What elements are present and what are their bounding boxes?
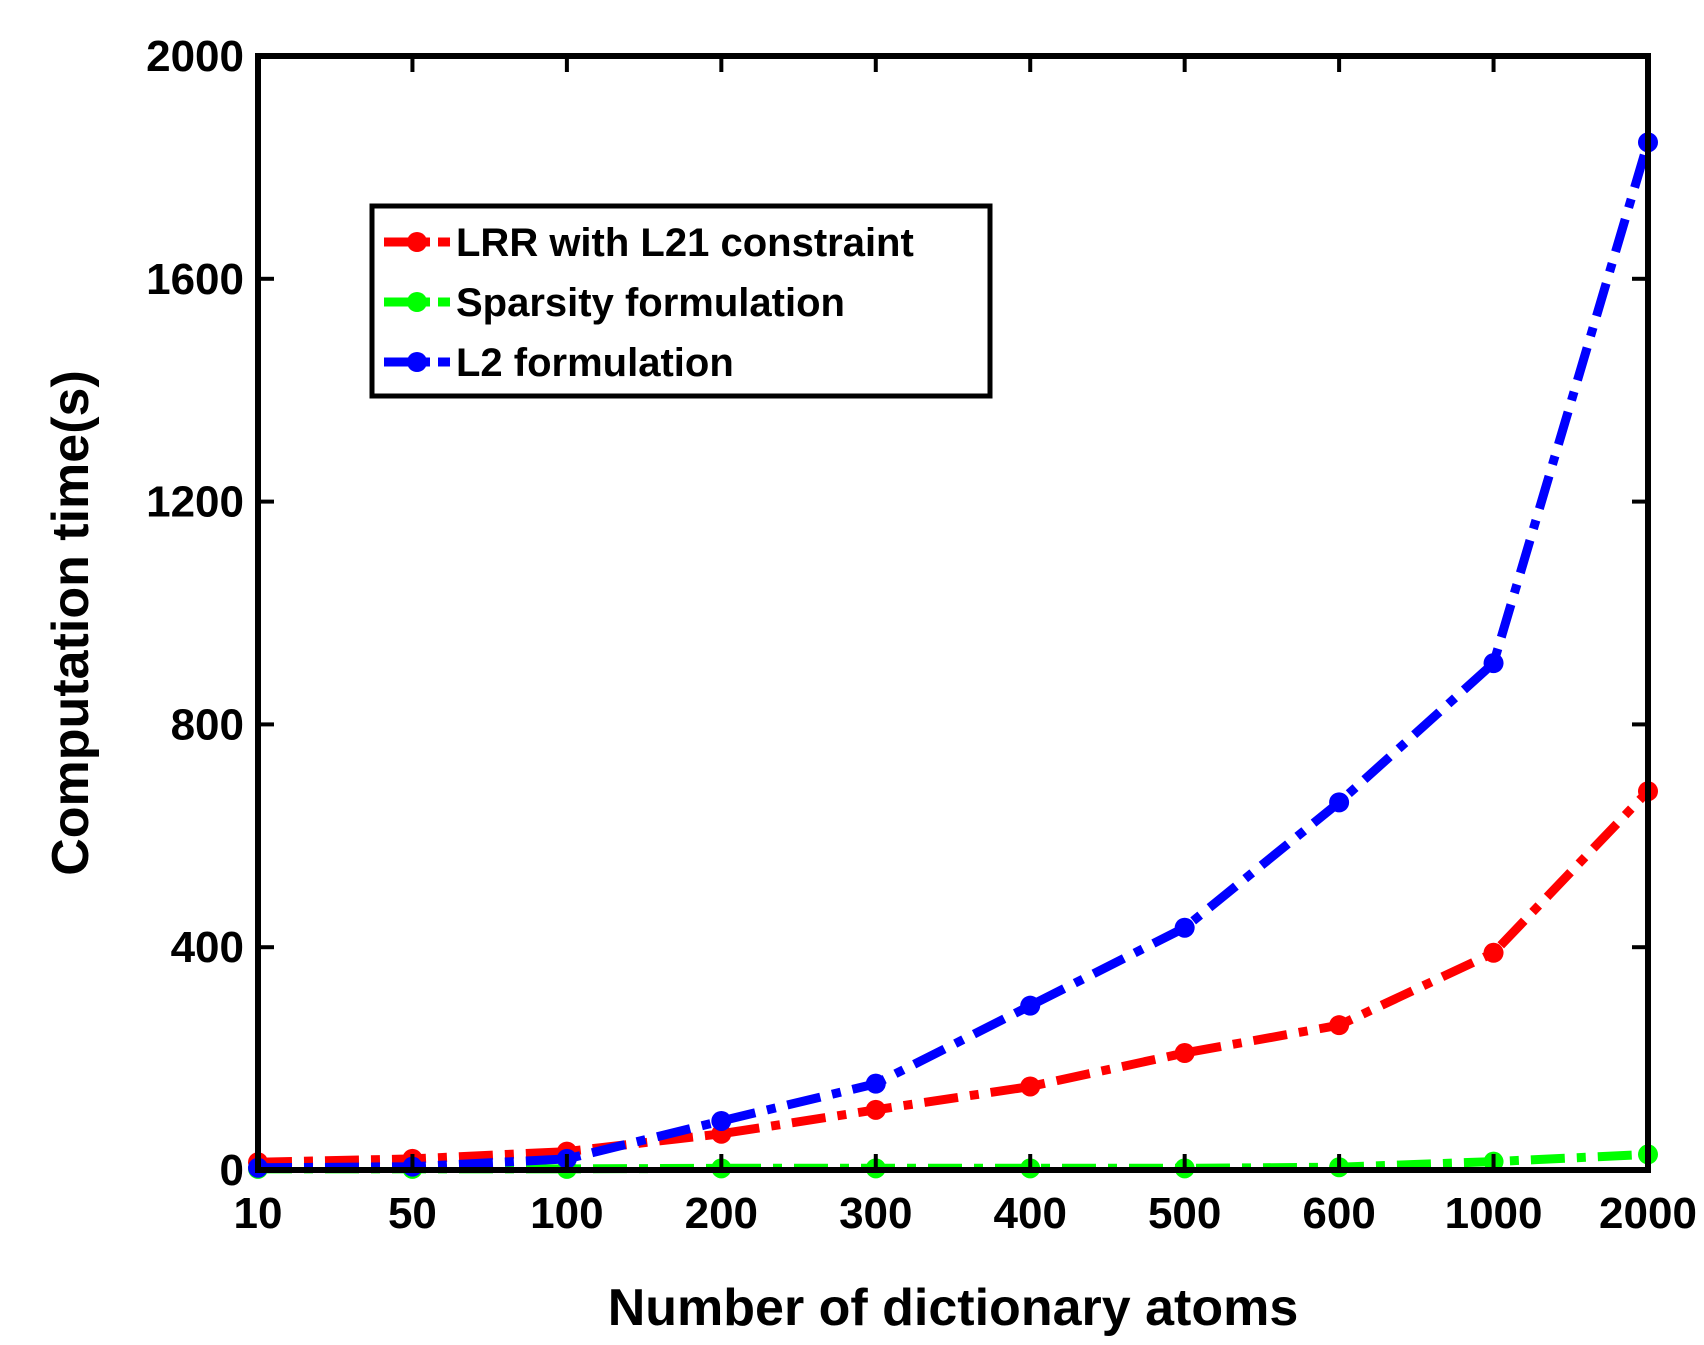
x-tick-label: 100 (530, 1189, 603, 1238)
data-point-1-8 (1329, 1015, 1350, 1036)
x-tick-label: 500 (1148, 1189, 1221, 1238)
legend-label-2: Sparsity formulation (456, 281, 845, 325)
data-point-3-7 (1174, 917, 1195, 938)
x-tick-label: 300 (839, 1189, 912, 1238)
tick-labels: 10 50 100 200 300 400 500 600 1000 2000 0 400 800 120… (146, 32, 1697, 1238)
legend-marker-2 (407, 292, 427, 312)
data-point-3-4 (711, 1110, 732, 1131)
legend-label-1: LRR with L21 constraint (456, 221, 914, 265)
ticks (256, 54, 1650, 1172)
data-point-3-6 (1020, 995, 1041, 1016)
data-point-1-7 (1174, 1043, 1195, 1064)
data-point-1-5 (865, 1099, 886, 1120)
y-tick-label: 1600 (146, 255, 244, 304)
series-line-3 (257, 141, 1653, 1173)
legend-label-3: L2 formulation (456, 341, 734, 385)
x-tick-label: 2000 (1599, 1189, 1697, 1238)
x-tick-label: 1000 (1445, 1189, 1543, 1238)
legend-box (369, 203, 993, 399)
y-tick-label: 0 (220, 1146, 244, 1195)
x-axis-title: Number of dictionary atoms (608, 1279, 1299, 1337)
legend: LRR with L21 constraint Sparsity formulat… (369, 203, 993, 399)
data-point-3-5 (865, 1073, 886, 1094)
legend-marker-1 (407, 232, 427, 252)
x-tick-label: 10 (234, 1189, 283, 1238)
x-tick-label: 600 (1302, 1189, 1375, 1238)
axes-box (255, 53, 1651, 1173)
y-tick-label: 1200 (146, 478, 244, 527)
x-tick-label: 400 (994, 1189, 1067, 1238)
data-point-3-9 (1483, 653, 1504, 674)
legend-marker-3 (407, 352, 427, 372)
data-point-3-8 (1329, 792, 1350, 813)
data-point-1-9 (1483, 942, 1504, 963)
x-tick-label: 200 (685, 1189, 758, 1238)
y-axis-title: Computation time(s) (42, 370, 100, 876)
x-tick-label: 50 (388, 1189, 437, 1238)
y-tick-label: 800 (171, 700, 244, 749)
y-tick-label: 2000 (146, 32, 244, 81)
y-tick-label: 400 (171, 923, 244, 972)
series-line-1 (257, 788, 1652, 1167)
data-point-1-6 (1020, 1076, 1041, 1097)
